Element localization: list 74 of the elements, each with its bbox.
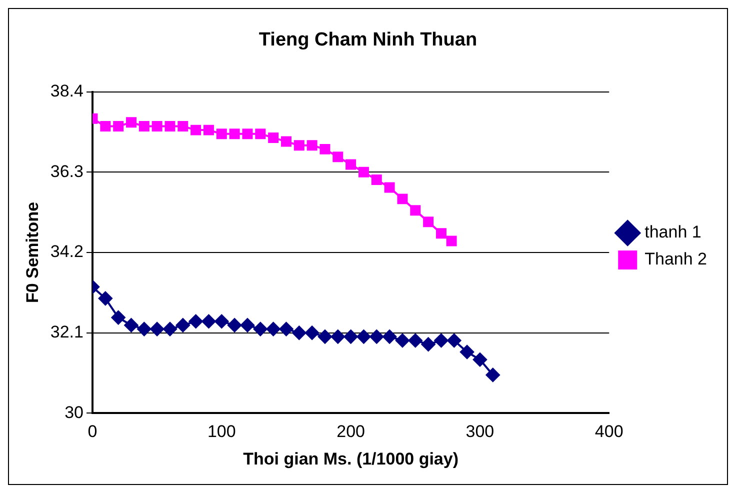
- point: [176, 318, 190, 332]
- point: [164, 120, 176, 132]
- point: [395, 334, 410, 348]
- point: [138, 120, 150, 132]
- point: [266, 322, 280, 336]
- point: [98, 291, 112, 306]
- point: [397, 194, 408, 204]
- point: [292, 326, 306, 340]
- point: [294, 140, 304, 151]
- point: [178, 120, 188, 132]
- point: [384, 182, 395, 193]
- point: [318, 330, 332, 344]
- point: [332, 152, 344, 162]
- y-tick-label: 34.2: [50, 242, 84, 262]
- x-axis-title: Thoi gian Ms. (1/1000 giay): [243, 449, 458, 468]
- point: [434, 334, 448, 348]
- point: [370, 330, 384, 344]
- point: [190, 124, 202, 136]
- point: [203, 124, 214, 136]
- point: [162, 322, 177, 336]
- point: [446, 236, 457, 246]
- point: [126, 117, 136, 128]
- point: [486, 368, 500, 382]
- x-tick-label: 400: [594, 422, 624, 442]
- point: [410, 205, 421, 216]
- legend-label: thanh 1: [644, 222, 702, 242]
- point: [382, 330, 397, 344]
- point: [460, 344, 474, 359]
- x-tick-label: 300: [466, 422, 494, 442]
- y-tick-label: 30: [64, 402, 84, 422]
- point: [137, 322, 152, 336]
- y-axis-title: F0 Semitone: [22, 202, 42, 304]
- point: [320, 144, 330, 154]
- y-tick-label: 38.4: [50, 81, 84, 100]
- point: [100, 120, 111, 132]
- point: [240, 318, 254, 332]
- point: [421, 337, 436, 352]
- x-tick-label: 100: [207, 422, 236, 442]
- point: [229, 128, 240, 140]
- legend-label: Thanh 2: [644, 250, 708, 269]
- point: [268, 132, 279, 143]
- point: [253, 322, 268, 336]
- point: [242, 128, 253, 140]
- point: [279, 322, 294, 336]
- point: [346, 159, 356, 170]
- x-tick-label: 0: [88, 422, 98, 442]
- point: [305, 326, 320, 340]
- point: [306, 140, 318, 151]
- point: [228, 318, 242, 332]
- point: [113, 120, 124, 132]
- point: [255, 128, 266, 140]
- point: [436, 228, 446, 239]
- point: [150, 322, 164, 336]
- point: [216, 128, 227, 140]
- point: [358, 166, 369, 178]
- point: [423, 216, 434, 228]
- y-tick-label: 32.1: [50, 322, 84, 342]
- x-tick-label: 200: [336, 422, 365, 442]
- point: [472, 352, 487, 367]
- point: [371, 174, 382, 186]
- point: [202, 314, 216, 328]
- point: [152, 120, 162, 132]
- point: [447, 334, 462, 348]
- chart-title: Tieng Cham Ninh Thuan: [258, 30, 478, 51]
- point: [111, 310, 126, 325]
- point: [408, 334, 422, 348]
- point: [356, 330, 371, 344]
- point: [188, 314, 203, 328]
- point: [124, 318, 138, 332]
- y-tick-label: 36.3: [50, 162, 84, 181]
- point: [280, 136, 292, 147]
- point: [330, 330, 345, 344]
- point: [214, 314, 229, 328]
- point: [344, 330, 358, 344]
